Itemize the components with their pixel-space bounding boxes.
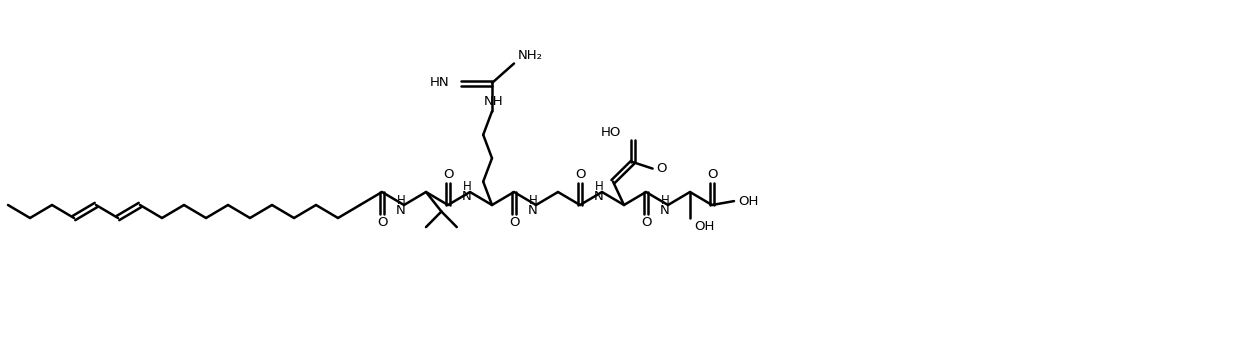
Text: O: O bbox=[509, 216, 519, 228]
Text: OH: OH bbox=[738, 195, 758, 207]
Text: N: N bbox=[528, 203, 538, 217]
Text: O: O bbox=[657, 162, 667, 175]
Text: HO: HO bbox=[601, 126, 621, 139]
Text: O: O bbox=[641, 216, 652, 228]
Text: H: H bbox=[396, 194, 405, 206]
Text: H: H bbox=[595, 180, 603, 194]
Text: O: O bbox=[442, 168, 453, 181]
Text: H: H bbox=[529, 194, 538, 206]
Text: N: N bbox=[660, 203, 670, 217]
Text: H: H bbox=[660, 194, 669, 206]
Text: NH₂: NH₂ bbox=[518, 49, 543, 62]
Text: O: O bbox=[706, 168, 717, 181]
Text: N: N bbox=[595, 191, 603, 203]
Text: H: H bbox=[462, 180, 471, 194]
Text: N: N bbox=[462, 191, 472, 203]
Text: N: N bbox=[396, 203, 406, 217]
Text: OH: OH bbox=[694, 219, 715, 233]
Text: NH: NH bbox=[484, 95, 504, 108]
Text: O: O bbox=[377, 216, 388, 228]
Text: O: O bbox=[575, 168, 585, 181]
Text: HN: HN bbox=[430, 77, 450, 89]
